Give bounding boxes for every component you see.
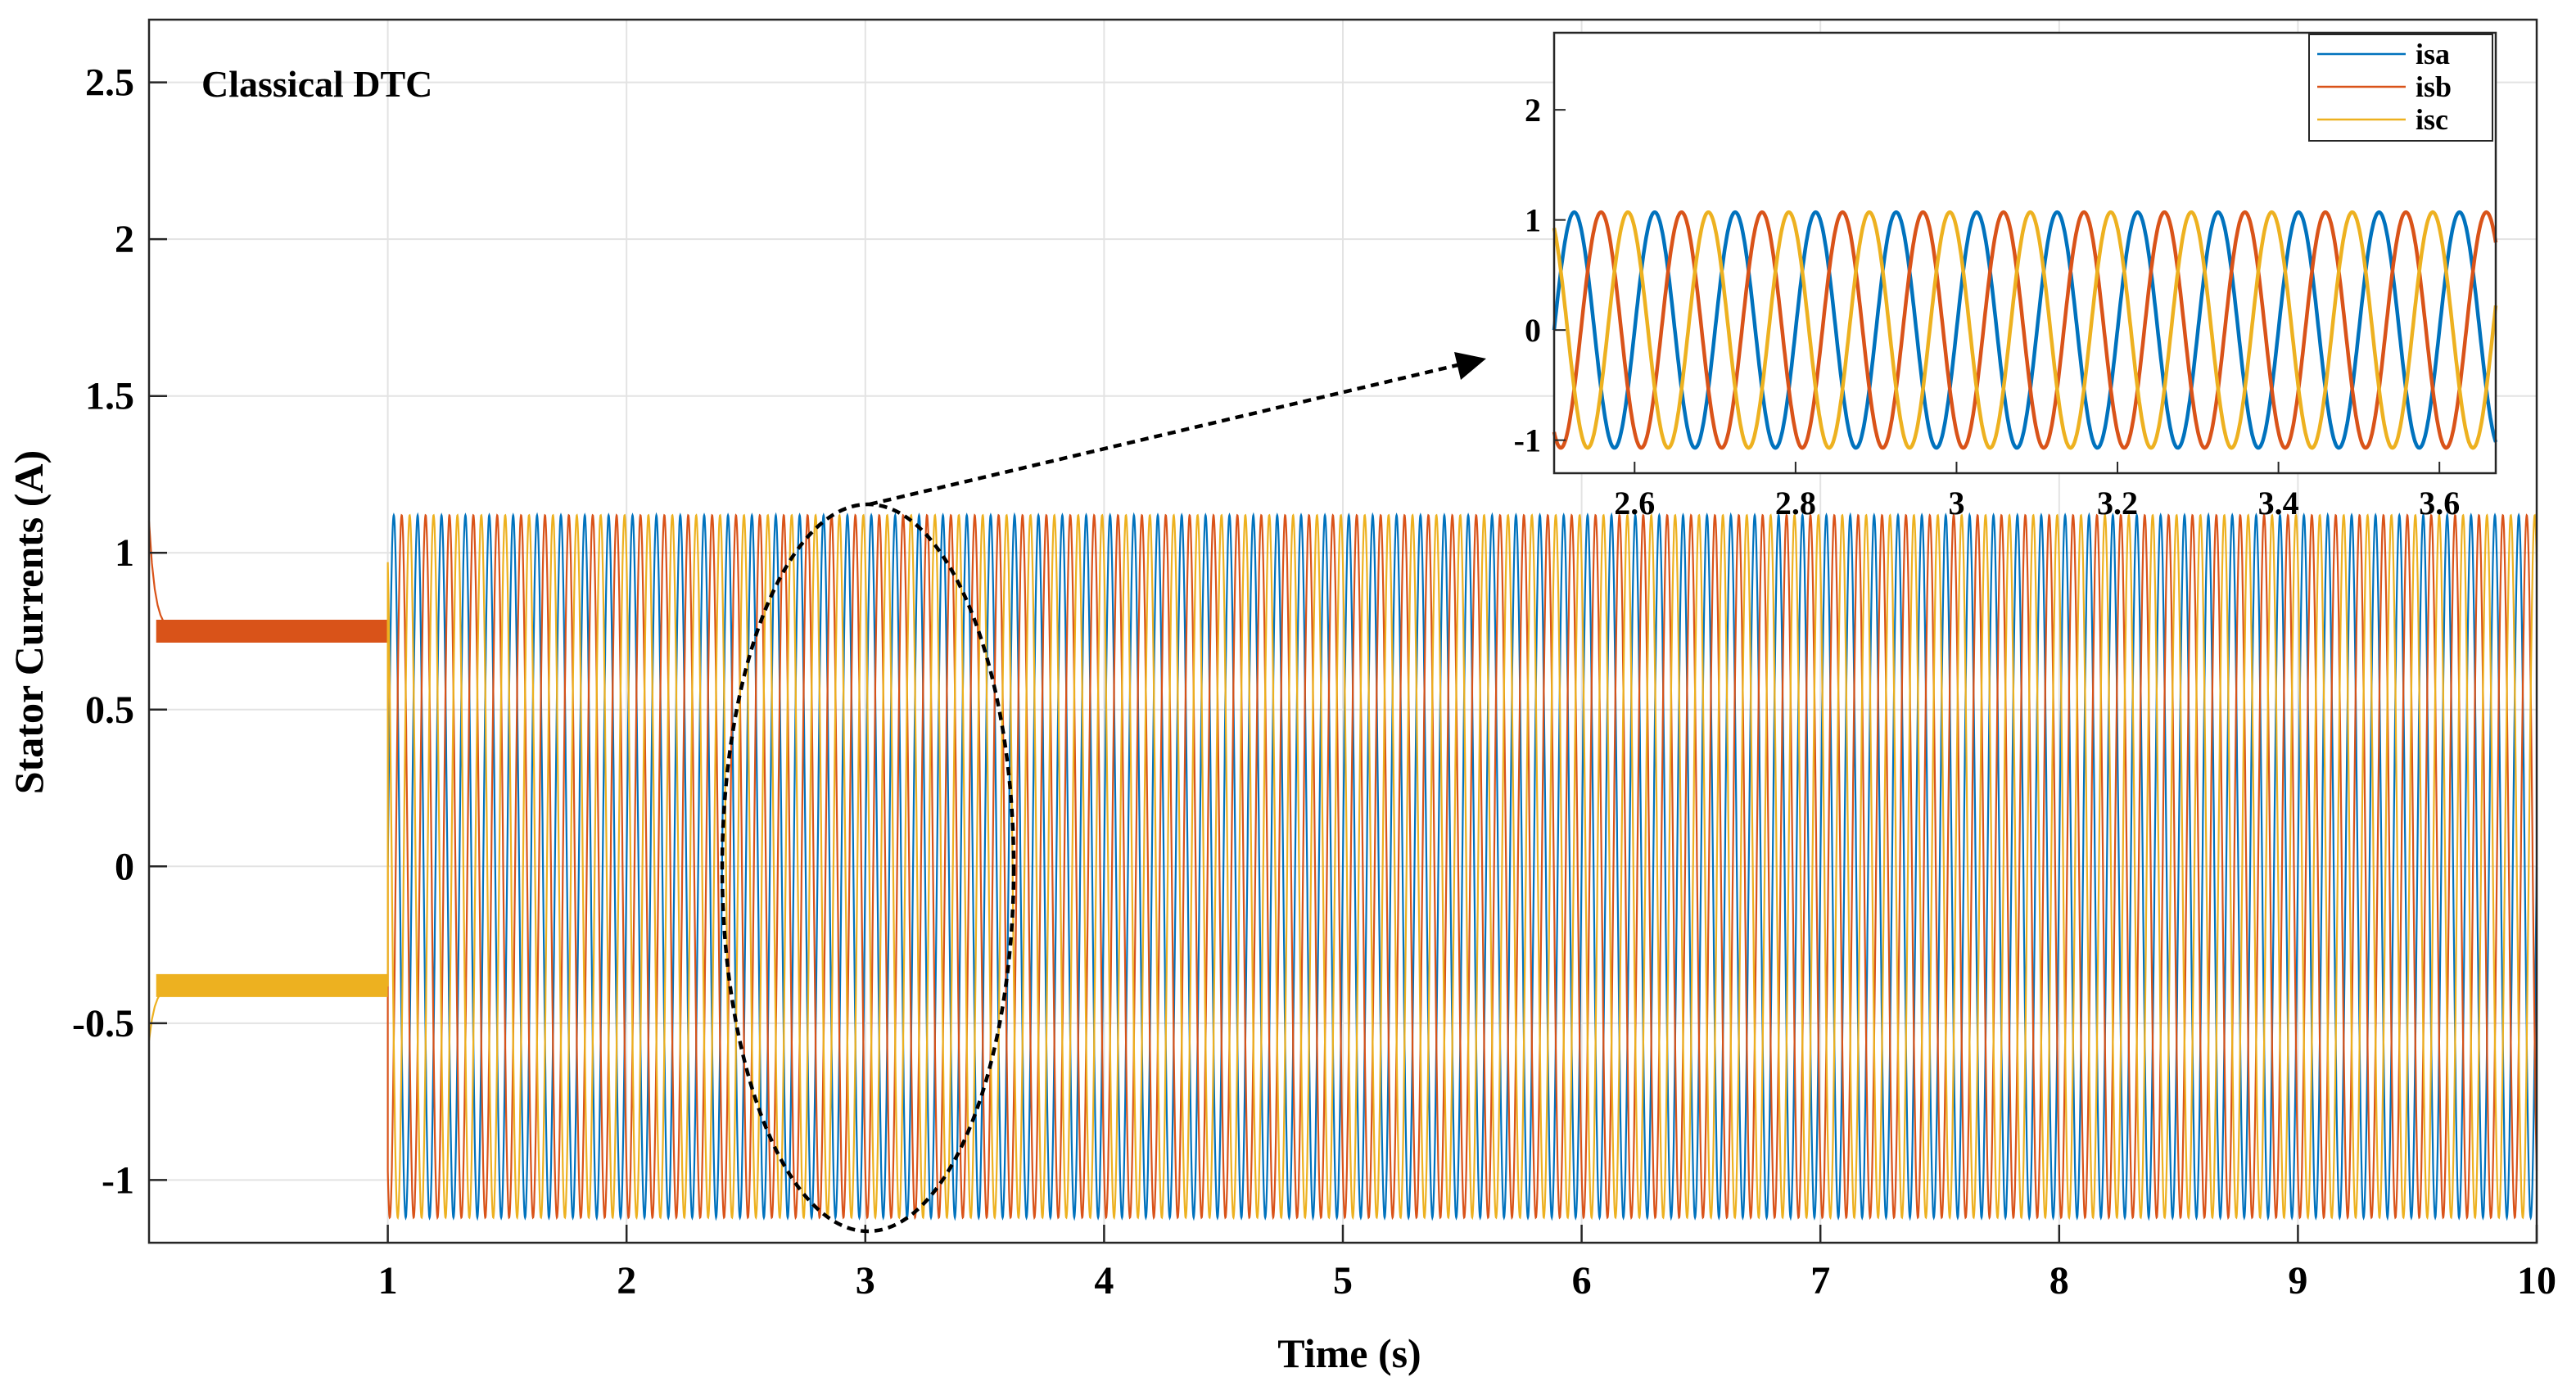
- zoom-arrow-head: [1454, 352, 1486, 380]
- y-tick-label: -0.5: [72, 1002, 134, 1045]
- y-tick-label: 1: [115, 531, 134, 575]
- y-tick-label: 1.5: [85, 375, 134, 418]
- chart-annotation: Classical DTC: [201, 63, 432, 105]
- inset-x-tick-label: 2.6: [1614, 485, 1655, 521]
- legend-label-isc: isc: [2416, 103, 2448, 136]
- x-tick-label: 10: [2517, 1259, 2556, 1302]
- inset-x-tick-label: 3: [1948, 485, 1964, 521]
- inset-series-isa: [1552, 210, 2498, 450]
- inset-x-tick-label: 3.6: [2419, 485, 2460, 521]
- inset-x-tick-label: 3.4: [2258, 485, 2299, 521]
- x-tick-label: 1: [378, 1259, 398, 1302]
- legend-label-isb: isb: [2416, 70, 2452, 103]
- y-tick-label: -1: [102, 1158, 134, 1202]
- x-tick-label: 9: [2288, 1259, 2307, 1302]
- legend-label-isa: isa: [2416, 38, 2450, 70]
- y-tick-label: 2.5: [85, 61, 134, 105]
- inset-y-tick-label: 0: [1525, 312, 1541, 349]
- zoom-ellipse: [720, 502, 1016, 1234]
- x-axis-label: Time (s): [1277, 1330, 1421, 1376]
- inset-y-tick-label: -1: [1514, 422, 1541, 459]
- inset-series-group: [1552, 210, 2498, 450]
- inset-y-tick-label: 1: [1525, 202, 1541, 239]
- inset-axes-frame: [1552, 31, 2497, 475]
- x-tick-label: 7: [1810, 1259, 1830, 1302]
- x-tick-label: 3: [856, 1259, 875, 1302]
- pre-start-band-isc: [156, 973, 388, 997]
- x-tick-label: 4: [1094, 1259, 1114, 1302]
- y-axis-label: Stator Currents (A): [6, 450, 52, 794]
- inset-x-tick-label: 3.2: [2097, 485, 2138, 521]
- y-tick-label: 0: [115, 845, 134, 888]
- x-tick-label: 8: [2050, 1259, 2069, 1302]
- series-isa: [386, 512, 2538, 1221]
- pre-start-band-isb: [156, 620, 388, 643]
- main-x-ticks: 1 2 3 4 5 6 7 8 9 10: [378, 1225, 2556, 1302]
- x-tick-label: 2: [617, 1259, 636, 1302]
- inset-y-ticks: -1 0 1 2: [1514, 92, 1566, 459]
- zoom-arrow: [869, 363, 1458, 507]
- inset-x-ticks: 2.6 2.8 3 3.2 3.4 3.6: [1614, 462, 2460, 521]
- y-tick-label: 0.5: [85, 688, 134, 732]
- series-isc: [147, 513, 2538, 1221]
- main-y-ticks: -1 -0.5 0 0.5 1 1.5 2 2.5: [72, 61, 167, 1202]
- x-tick-label: 6: [1572, 1259, 1592, 1302]
- inset-series-isc: [1552, 210, 2498, 450]
- x-tick-label: 5: [1333, 1259, 1353, 1302]
- inset-x-tick-label: 2.8: [1775, 485, 1816, 521]
- main-series-group: [147, 512, 2538, 1221]
- y-tick-label: 2: [115, 218, 134, 261]
- zoom-region-marker: [720, 352, 1486, 1234]
- inset-y-tick-label: 2: [1525, 92, 1541, 129]
